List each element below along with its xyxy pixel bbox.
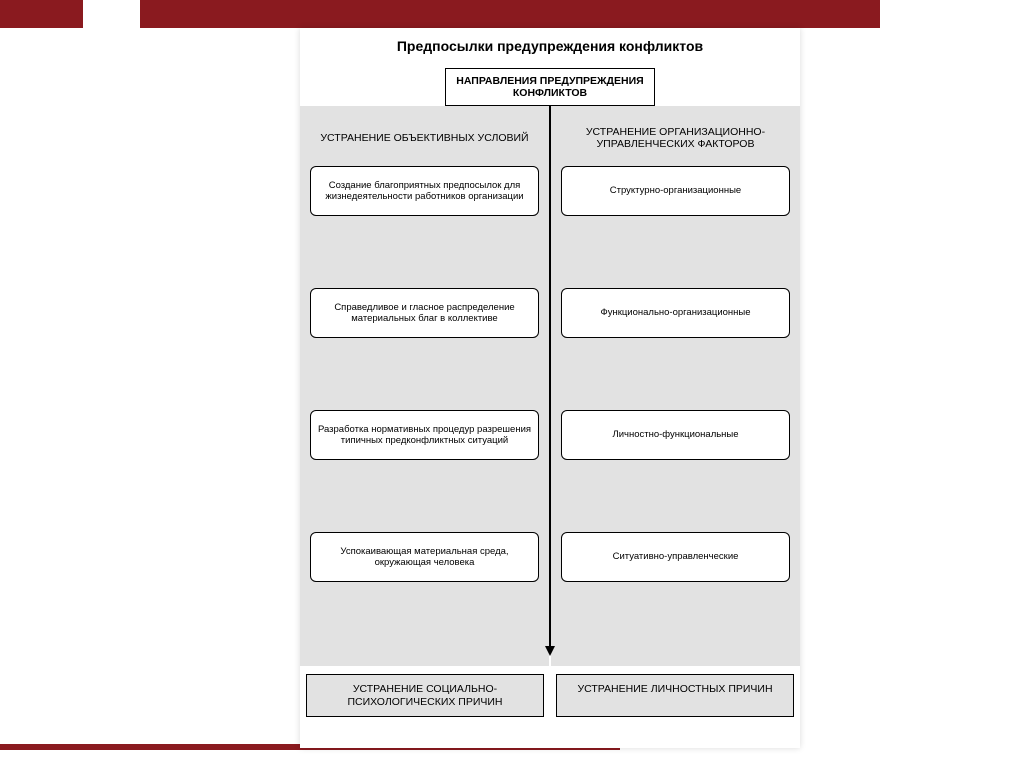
arrow-down-icon	[545, 646, 555, 656]
right-item-3: Ситуативно-управленческие	[561, 532, 790, 582]
right-item-0: Структурно-организационные	[561, 166, 790, 216]
diagram-page: Предпосылки предупреждения конфликтов НА…	[300, 28, 800, 748]
right-column: УСТРАНЕНИЕ ОРГАНИЗАЦИОННО-УПРАВЛЕНЧЕСКИХ…	[551, 106, 800, 666]
left-footer-node: УСТРАНЕНИЕ СОЦИАЛЬНО-ПСИХОЛОГИЧЕСКИХ ПРИ…	[306, 674, 544, 717]
spine-line	[549, 106, 551, 648]
columns-container: УСТРАНЕНИЕ ОБЪЕКТИВНЫХ УСЛОВИЙ Создание …	[300, 106, 800, 666]
right-item-1: Функционально-организационные	[561, 288, 790, 338]
right-item-2: Личностно-функциональные	[561, 410, 790, 460]
left-item-0: Создание благоприятных предпосылок для ж…	[310, 166, 539, 216]
left-column: УСТРАНЕНИЕ ОБЪЕКТИВНЫХ УСЛОВИЙ Создание …	[300, 106, 549, 666]
right-column-header: УСТРАНЕНИЕ ОРГАНИЗАЦИОННО-УПРАВЛЕНЧЕСКИХ…	[561, 106, 790, 166]
left-item-2: Разработка нормативных процедур разрешен…	[310, 410, 539, 460]
page-title: Предпосылки предупреждения конфликтов	[300, 28, 800, 62]
accent-bar-top-right	[140, 0, 880, 28]
left-column-header: УСТРАНЕНИЕ ОБЪЕКТИВНЫХ УСЛОВИЙ	[310, 106, 539, 166]
left-item-1: Справедливое и гласное распределение мат…	[310, 288, 539, 338]
right-footer-node: УСТРАНЕНИЕ ЛИЧНОСТНЫХ ПРИЧИН	[556, 674, 794, 717]
root-node: НАПРАВЛЕНИЯ ПРЕДУПРЕЖДЕНИЯ КОНФЛИКТОВ	[445, 68, 655, 106]
footer-row: УСТРАНЕНИЕ СОЦИАЛЬНО-ПСИХОЛОГИЧЕСКИХ ПРИ…	[300, 674, 800, 717]
left-item-3: Успокаивающая материальная среда, окружа…	[310, 532, 539, 582]
accent-bar-top-left	[0, 0, 83, 28]
central-spine	[549, 106, 551, 666]
